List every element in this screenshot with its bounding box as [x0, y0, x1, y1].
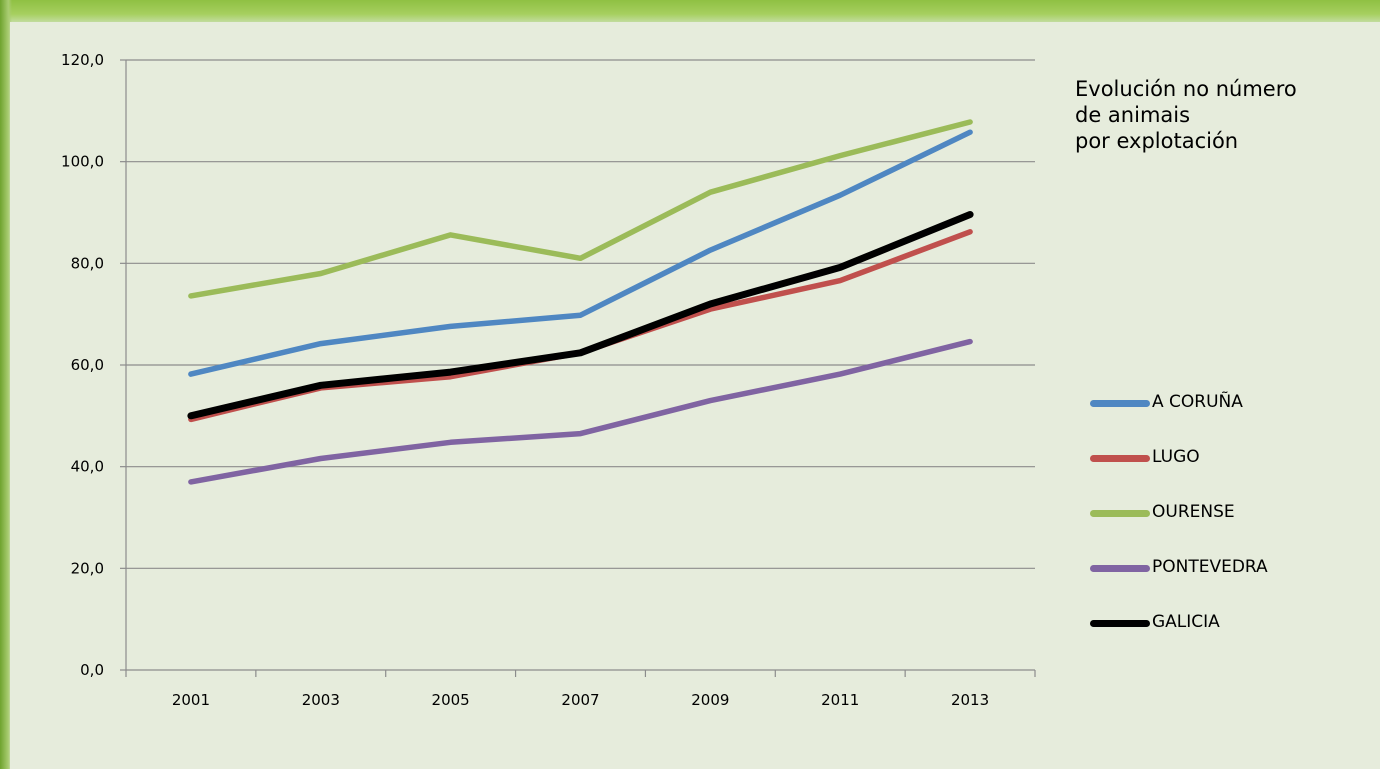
legend-item-lugo: LUGO: [1090, 443, 1370, 473]
chart-panel: [10, 22, 1380, 769]
legend-label-ourense: OURENSE: [1152, 502, 1235, 522]
x-tick-label: 2011: [821, 691, 859, 709]
legend-swatch-pontevedra: [1090, 565, 1150, 572]
series-line-galicia: [187, 211, 974, 420]
series-line-pontevedra: [188, 338, 973, 485]
chart-title-line-1: Evolución no número: [1075, 77, 1297, 101]
legend-label-pontevedra: PONTEVEDRA: [1152, 557, 1268, 577]
legend-swatch-galicia: [1090, 620, 1150, 627]
legend-label-galicia: GALICIA: [1152, 612, 1220, 632]
legend-label-a-coruna: A CORUÑA: [1152, 392, 1243, 412]
x-tick-label: 2009: [691, 691, 729, 709]
legend-item-ourense: OURENSE: [1090, 498, 1370, 528]
y-tick-label: 60,0: [71, 356, 104, 374]
y-tick-label: 40,0: [71, 458, 104, 476]
chart-title: Evolución no número de animais por explo…: [1075, 76, 1365, 154]
legend-item-galicia: GALICIA: [1090, 608, 1370, 638]
legend-swatch-a-coruna: [1090, 400, 1150, 407]
chart-title-line-2: de animais: [1075, 103, 1191, 127]
series-line-a-coru-a: [188, 129, 973, 377]
x-tick-label: 2013: [951, 691, 989, 709]
grass-edge: [0, 0, 12, 769]
axes: [120, 59, 1036, 677]
x-tick-label: 2001: [172, 691, 210, 709]
x-tick-label: 2003: [302, 691, 340, 709]
tick-labels: 0,0 20,0 40,0 60,0 80,0 100,0 120,0 2001 2003 200…: [61, 51, 989, 709]
y-tick-label: 20,0: [71, 559, 104, 577]
legend-label-lugo: LUGO: [1152, 447, 1200, 467]
x-tick-label: 2005: [432, 691, 470, 709]
y-tick-label: 80,0: [71, 254, 104, 272]
legend-swatch-ourense: [1090, 510, 1150, 517]
y-tick-label: 100,0: [61, 153, 104, 171]
series-lines: [187, 119, 974, 485]
x-tick-label: 2007: [561, 691, 599, 709]
y-tick-label: 120,0: [61, 51, 104, 69]
legend-item-a-coruna: A CORUÑA: [1090, 388, 1370, 418]
chart-title-line-3: por explotación: [1075, 129, 1239, 153]
series-line-ourense: [188, 119, 973, 299]
legend-item-pontevedra: PONTEVEDRA: [1090, 553, 1370, 583]
y-tick-label: 0,0: [80, 661, 104, 679]
legend-swatch-lugo: [1090, 455, 1150, 462]
